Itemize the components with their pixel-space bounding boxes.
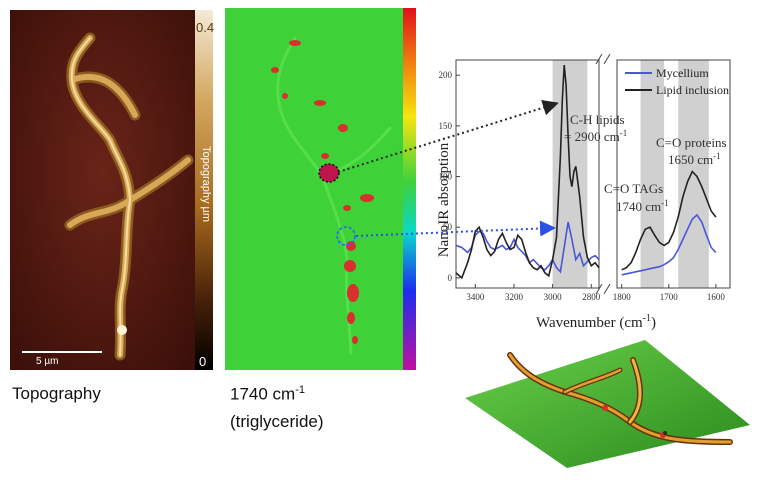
annotation-co-proteins-line1: C=O proteins (656, 135, 727, 150)
topography-image (10, 10, 195, 370)
ir-absorption-map (225, 8, 403, 370)
legend: Mycellium Lipid inclusion (625, 66, 729, 97)
x-left-tick-label: 2800 (582, 292, 601, 302)
y-tick-label: 50 (443, 222, 453, 232)
x-axis-label-sup: -1 (643, 313, 651, 324)
x-axis-label-text: Wavenumber (cm (536, 315, 643, 331)
nanoir-spectrum-chart: 0 50 100 150 200 3400 3200 3000 2800 1800 1700 1600… (436, 53, 731, 331)
annotation-ch-lipids: C-H lipids = 2900 cm-1 (564, 112, 627, 144)
series-mycellium-right (621, 213, 717, 276)
x-axis-label: Wavenumber (cm-1) (536, 313, 656, 331)
y-tick-label: 0 (448, 273, 453, 283)
plot-frame-left (455, 59, 600, 289)
annotation-co-tags-value: 1740 cm (616, 199, 661, 214)
annotation-ch-lipids-sup: -1 (620, 128, 628, 138)
y-tick-label: 100 (439, 172, 453, 182)
plot-frame-right (616, 59, 731, 289)
annotation-co-proteins-line2: 1650 cm-1 (668, 151, 721, 167)
annotation-co-proteins: C=O proteins 1650 cm-1 (656, 135, 727, 167)
lipid-pointer-arrow (337, 99, 559, 173)
ir-map-caption-line1: 1740 cm-1 (230, 384, 305, 405)
annotation-ch-lipids-value: = 2900 cm (564, 129, 620, 144)
shaded-band-2 (678, 60, 709, 288)
y-tick-label: 150 (439, 121, 453, 131)
annotation-co-tags-sup: -1 (661, 198, 669, 208)
x-right-tick-label: 1800 (613, 292, 632, 302)
topography-colorbar (195, 10, 213, 370)
x-left-tick-label: 3400 (466, 292, 485, 302)
annotation-co-proteins-sup: -1 (713, 151, 721, 161)
x-axis-label-suffix: ) (651, 315, 656, 331)
annotation-co-proteins-value: 1650 cm (668, 152, 713, 167)
y-axis-label: NanoIR absorption (436, 142, 452, 257)
3d-topography-render (455, 330, 755, 470)
ir-map-caption-line2: (triglyceride) (230, 412, 324, 431)
annotation-ch-lipids-line2: = 2900 cm-1 (564, 128, 627, 144)
ir-map-caption-sup: -1 (295, 384, 305, 396)
annotation-co-tags: C=O TAGs 1740 cm-1 (604, 181, 669, 214)
series-lipid-inclusion-left (455, 65, 600, 280)
y-tick-label: 200 (439, 70, 453, 80)
annotation-co-tags-line2: 1740 cm-1 (616, 198, 669, 214)
ir-map-colorbar (403, 8, 416, 370)
colorbar-min-label: 0 (199, 354, 207, 369)
ir-map-caption-text: 1740 cm (230, 384, 296, 404)
topography-caption: Topography (12, 384, 101, 403)
colorbar-max-label: 0.4 (196, 20, 215, 35)
annotation-co-tags-line1: C=O TAGs (604, 181, 663, 196)
x-left-tick-label: 3000 (544, 292, 563, 302)
series-lipid-inclusion-right (621, 170, 717, 271)
shaded-band-1 (640, 60, 665, 288)
x-left-tick-label: 3200 (505, 292, 524, 302)
mycelium-pointer-arrow (355, 220, 556, 237)
axis-break-top (595, 53, 611, 65)
annotation-ch-lipids-line1: C-H lipids (570, 112, 625, 127)
scalebar-label: 5 µm (36, 356, 59, 367)
axis-break-bottom (595, 283, 611, 295)
x-right-tick-label: 1600 (707, 292, 726, 302)
legend-lipid-inclusion: Lipid inclusion (656, 83, 729, 97)
legend-mycellium: Mycellium (656, 66, 709, 80)
x-right-tick-label: 1700 (660, 292, 679, 302)
